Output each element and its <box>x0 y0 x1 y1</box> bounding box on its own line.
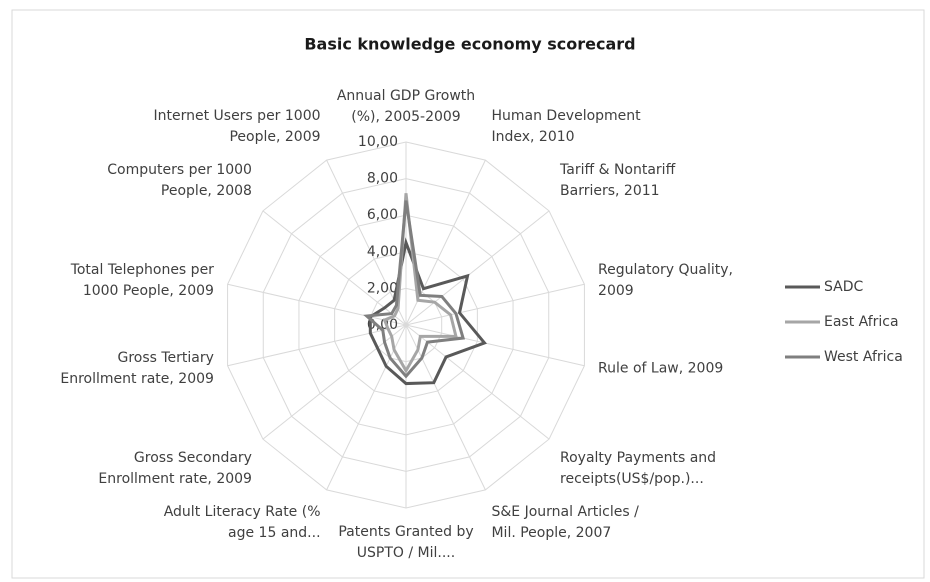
category-label: Royalty Payments and receipts(US$/pop.).… <box>560 449 717 487</box>
category-label: Gross Tertiary Enrollment rate, 2009 <box>60 349 214 387</box>
category-label: Total Telephones per 1000 People, 2009 <box>70 262 214 300</box>
spoke <box>405 324 486 491</box>
r-tick-label: 8,00 <box>367 171 398 187</box>
category-label: Internet Users per 1000 People, 2009 <box>153 107 321 145</box>
legend-label: East Africa <box>824 314 899 330</box>
series-line <box>363 200 466 379</box>
spoke <box>405 324 550 440</box>
spoke <box>405 283 585 326</box>
spoke <box>227 283 407 326</box>
category-label: Gross Secondary Enrollment rate, 2009 <box>98 449 252 487</box>
r-tick-label: 2,00 <box>367 280 398 296</box>
spoke <box>326 324 407 491</box>
spoke <box>262 210 407 326</box>
spoke <box>405 159 486 326</box>
category-label: Adult Literacy Rate (% age 15 and... <box>163 504 321 542</box>
category-label: Rule of Law, 2009 <box>598 360 724 377</box>
legend-label: SADC <box>824 279 864 295</box>
series-line <box>368 237 488 386</box>
spoke <box>262 324 407 440</box>
spoke <box>405 210 550 326</box>
category-label: Computers per 1000 People, 2008 <box>107 162 252 200</box>
category-label: Human Development Index, 2010 <box>491 107 641 145</box>
category-label: Regulatory Quality, 2009 <box>598 262 734 300</box>
r-tick-label: 6,00 <box>367 207 398 223</box>
spoke <box>326 159 407 326</box>
r-tick-label: 0,00 <box>367 317 398 333</box>
category-label: Patents Granted by USPTO / Mil.... <box>338 524 474 561</box>
legend-label: West Africa <box>824 349 903 365</box>
chart-border <box>11 9 925 579</box>
series-line <box>382 193 458 374</box>
category-label: S&E Journal Articles / Mil. People, 2007 <box>491 504 639 542</box>
category-label: Annual GDP Growth (%), 2005-2009 <box>336 88 476 125</box>
category-label: Tariff & Nontariff Barriers, 2011 <box>560 162 676 200</box>
spoke <box>227 324 407 367</box>
chart-title: Basic knowledge economy scorecard <box>304 35 635 54</box>
r-tick-label: 10,00 <box>358 134 398 150</box>
spoke <box>405 324 585 367</box>
r-tick-label: 4,00 <box>367 244 398 260</box>
